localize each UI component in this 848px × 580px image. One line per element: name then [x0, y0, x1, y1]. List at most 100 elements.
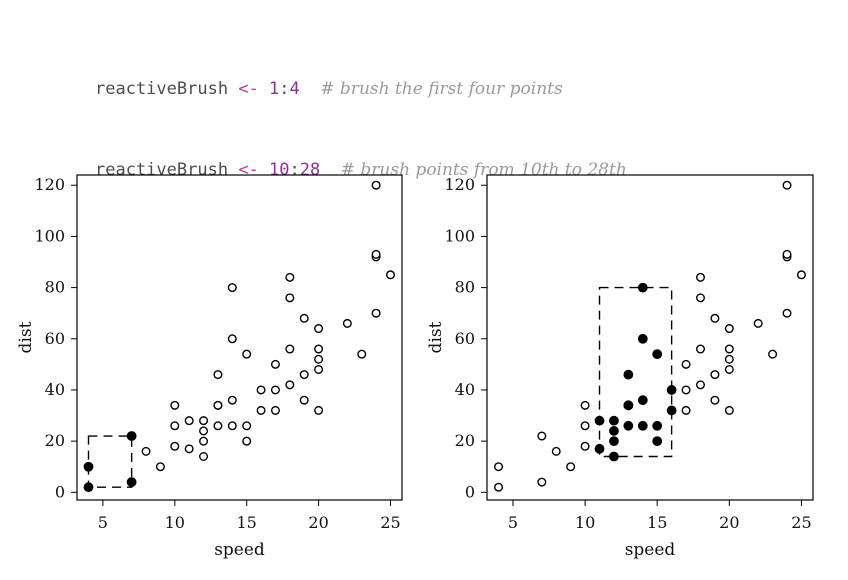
data-point — [371, 249, 381, 259]
data-point — [285, 293, 295, 303]
brushed-point — [83, 482, 94, 493]
brushed-point — [609, 451, 619, 462]
x-tick-label: 10 — [575, 513, 595, 532]
code-end: 4 — [289, 79, 300, 99]
brushed-point — [623, 369, 634, 380]
code-line: reactiveBrush <- 1:4 # brush the first f… — [95, 76, 627, 103]
data-point — [580, 400, 590, 410]
x-tick-label: 15 — [237, 513, 257, 532]
data-point — [385, 270, 395, 280]
y-tick-label: 60 — [455, 329, 475, 348]
y-tick-label: 40 — [455, 380, 475, 399]
y-tick-label: 20 — [45, 431, 65, 450]
brush-box — [598, 286, 673, 458]
brushed-point — [126, 431, 137, 441]
y-tick-label: 0 — [55, 482, 65, 501]
data-point — [227, 283, 237, 293]
data-point — [371, 180, 381, 190]
data-point — [199, 436, 209, 446]
data-point — [695, 293, 705, 303]
brushed-point — [652, 349, 663, 360]
brushed-point — [609, 436, 619, 447]
data-point — [199, 416, 209, 426]
data-point — [681, 359, 691, 369]
data-point — [184, 444, 194, 454]
code-sep: : — [289, 160, 300, 180]
data-point — [227, 421, 237, 431]
data-point — [681, 385, 691, 395]
brushed-point — [637, 395, 648, 406]
brushed-point — [623, 400, 634, 411]
brushed-point — [623, 420, 634, 431]
scatter-panel: 5 10 15 20 25 0 20 40 60 80 100 120 speed dist — [16, 174, 403, 560]
data-point — [710, 313, 720, 323]
code-op: <- — [238, 79, 259, 99]
data-point — [256, 405, 266, 415]
brushed-point — [594, 443, 605, 454]
data-point — [537, 477, 547, 487]
x-tick-label: 10 — [165, 513, 185, 532]
y-axis-label: dist — [16, 321, 36, 353]
brushed-point — [83, 461, 94, 472]
brushed-point — [594, 415, 605, 426]
y-tick-label: 60 — [45, 329, 65, 348]
data-point — [256, 385, 266, 395]
data-point — [768, 349, 778, 359]
data-point — [270, 385, 280, 395]
code-sep: : — [279, 79, 290, 99]
data-point — [170, 400, 180, 410]
brushed-point — [652, 420, 663, 431]
data-point — [710, 370, 720, 380]
data-point — [155, 462, 165, 472]
data-point — [299, 313, 309, 323]
brushed-point — [637, 420, 648, 431]
data-point — [724, 344, 734, 354]
data-point — [724, 324, 734, 334]
y-tick-label: 40 — [45, 380, 65, 399]
data-point — [213, 421, 223, 431]
brushed-point — [126, 477, 137, 487]
data-point — [753, 318, 763, 328]
data-point — [314, 354, 324, 364]
data-point — [299, 370, 309, 380]
data-point — [695, 272, 705, 282]
data-point — [170, 421, 180, 431]
data-point — [285, 272, 295, 282]
y-tick-label: 120 — [444, 175, 475, 194]
data-point — [724, 405, 734, 415]
data-point — [537, 431, 547, 441]
data-point — [695, 380, 705, 390]
data-point — [299, 395, 309, 405]
data-point — [270, 359, 280, 369]
data-point — [724, 354, 734, 364]
data-point — [782, 308, 792, 318]
data-point — [566, 462, 576, 472]
y-tick-label: 0 — [465, 482, 475, 501]
data-point — [580, 421, 590, 431]
data-point — [796, 270, 806, 280]
y-tick-label: 80 — [45, 278, 65, 297]
data-point — [270, 405, 280, 415]
brushed-point — [637, 282, 648, 293]
scatter-panel: 5 10 15 20 25 0 20 40 60 80 100 120 speed dist — [426, 174, 814, 560]
data-point — [213, 400, 223, 410]
x-tick-label: 5 — [508, 513, 518, 532]
x-tick-label: 25 — [380, 513, 400, 532]
x-axis-label: speed — [214, 540, 265, 560]
data-point — [141, 446, 151, 456]
data-point — [580, 441, 590, 451]
y-tick-label: 100 — [34, 226, 65, 245]
data-point — [371, 308, 381, 318]
y-tick-label: 120 — [34, 175, 65, 194]
data-point — [170, 441, 180, 451]
brush-box — [87, 435, 133, 488]
plot-frame — [486, 174, 814, 501]
plot-frame — [76, 174, 403, 501]
data-point — [199, 451, 209, 461]
data-point — [285, 380, 295, 390]
y-tick-label: 20 — [455, 431, 475, 450]
data-point — [681, 405, 691, 415]
x-tick-label: 20 — [308, 513, 328, 532]
brushed-point — [609, 415, 619, 426]
data-point — [314, 324, 324, 334]
